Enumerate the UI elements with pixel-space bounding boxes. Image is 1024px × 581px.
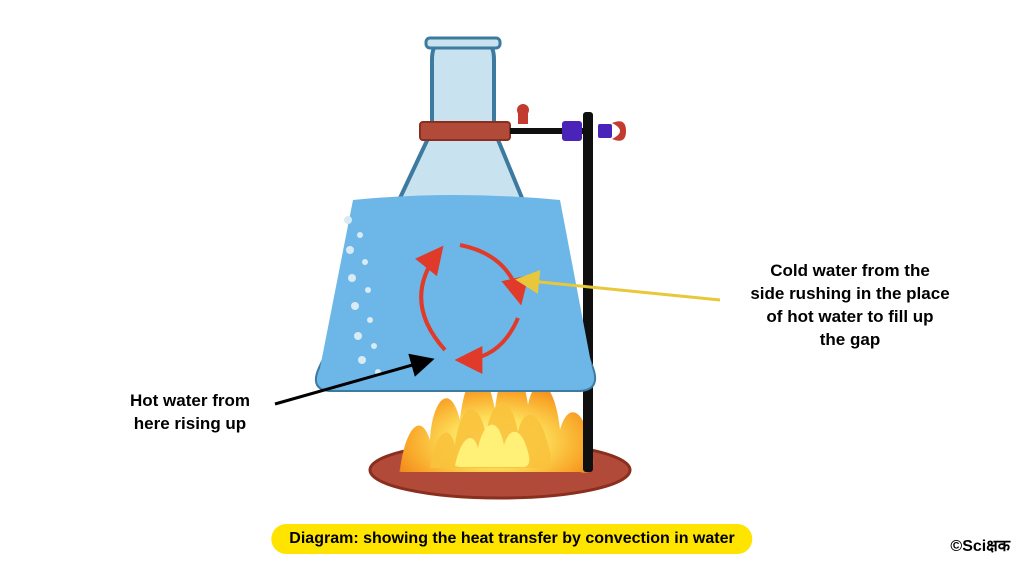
- label-hot: Hot water fromhere rising up: [90, 390, 290, 436]
- label-cold: Cold water from theside rushing in the p…: [720, 260, 980, 352]
- flask: [317, 38, 594, 390]
- diagram-caption: Diagram: showing the heat transfer by co…: [271, 524, 752, 554]
- credit: ©Sciक्षक: [950, 534, 1010, 556]
- stand-pole: [583, 112, 593, 472]
